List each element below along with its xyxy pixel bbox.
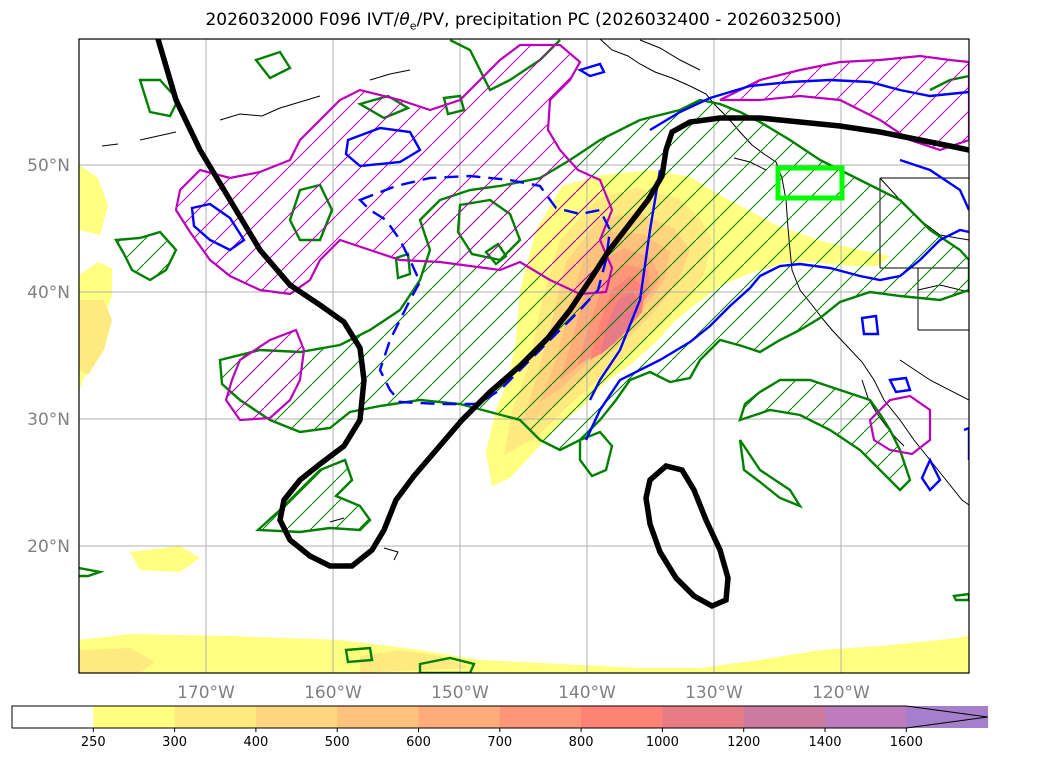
pv-contours (155, 39, 969, 610)
lat-tick-label: 30°N (27, 410, 70, 430)
colorbar-tick-label: 600 (406, 735, 431, 750)
colorbar-segment (499, 706, 582, 728)
colorbar-tick-label: 1400 (808, 735, 841, 750)
colorbar-tick-label: 250 (81, 735, 106, 750)
colorbar-segment (581, 706, 663, 728)
colorbar-segment (418, 706, 501, 728)
map-title: 2026032000 F096 IVT/θe/PV, precipitation… (205, 10, 842, 33)
colorbar-tick-label: 400 (243, 735, 268, 750)
lon-tick-label: 150°W (431, 683, 489, 703)
lat-tick-labels: 50°N 40°N 30°N 20°N (27, 156, 70, 557)
map-area (79, 39, 969, 673)
lon-tick-label: 160°W (304, 683, 362, 703)
colorbar-tick-label: 300 (162, 735, 187, 750)
lat-tick-label: 40°N (27, 283, 70, 303)
lat-tick-label: 50°N (27, 156, 70, 176)
colorbar: 250 300 400 500 600 700 800 1000 1200 1400 1600 (11, 705, 989, 750)
colorbar-tick-label: 1200 (727, 735, 760, 750)
colorbar-segment (662, 706, 745, 728)
colorbar-segment (93, 706, 176, 728)
lon-tick-labels: 170°W 160°W 150°W 140°W 130°W 120°W (177, 683, 870, 703)
lat-tick-label: 20°N (27, 537, 70, 557)
colorbar-tick-label: 700 (487, 735, 512, 750)
colorbar-segment (825, 706, 907, 728)
colorbar-extend-arrow (906, 706, 988, 728)
map-frame (78, 38, 970, 674)
colorbar-tick-label: 800 (569, 735, 594, 750)
colorbar-tick-label: 1000 (646, 735, 679, 750)
colorbar-segment (12, 706, 94, 728)
colorbar-segment (743, 706, 826, 728)
colorbar-segment (174, 706, 257, 728)
target-region-box (775, 165, 845, 201)
colorbar-outline (11, 705, 988, 729)
lon-tick-label: 140°W (558, 683, 616, 703)
lon-tick-label: 120°W (812, 683, 870, 703)
blue-contours (190, 62, 969, 492)
colorbar-segment (337, 706, 419, 728)
colorbar-segment (255, 706, 338, 728)
lon-tick-label: 170°W (177, 683, 235, 703)
lon-tick-label: 130°W (685, 683, 743, 703)
colorbar-tick-label: 1600 (890, 735, 923, 750)
magenta-hatched-contours (174, 43, 969, 456)
colorbar-tick-label: 500 (325, 735, 350, 750)
